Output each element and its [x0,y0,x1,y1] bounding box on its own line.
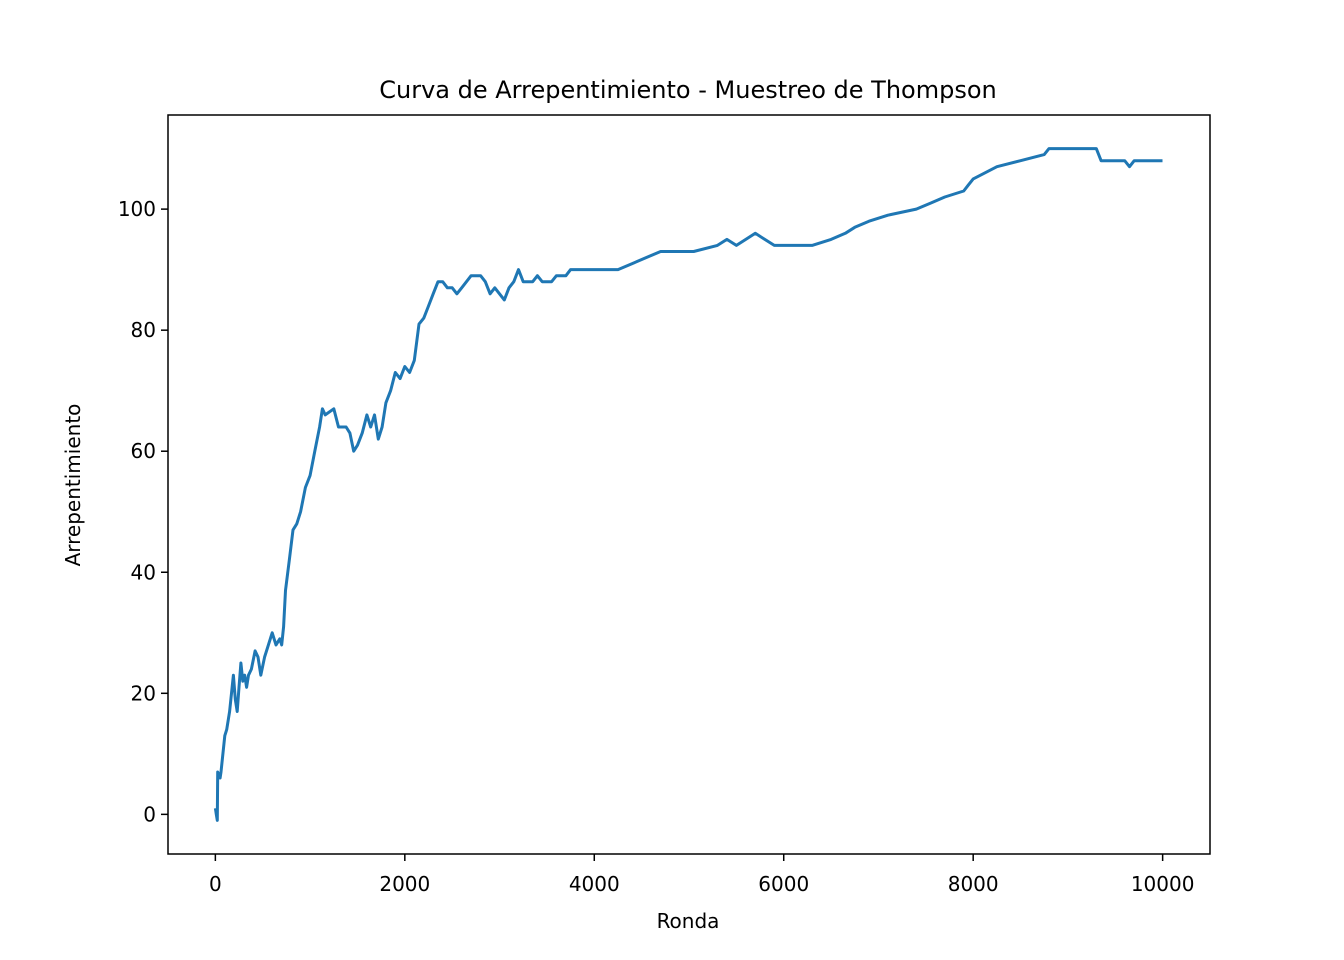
y-tick-label: 80 [131,318,156,342]
x-tick-label: 0 [209,872,222,896]
y-tick-label: 0 [143,802,156,826]
x-tick-label: 6000 [758,872,809,896]
x-tick-label: 4000 [569,872,620,896]
y-tick-label: 20 [131,681,156,705]
x-tick-label: 10000 [1131,872,1195,896]
x-axis-label: Ronda [657,909,720,933]
y-tick-label: 100 [118,197,156,221]
y-axis-label: Arrepentimiento [61,404,85,567]
y-tick-label: 60 [131,439,156,463]
chart-title: Curva de Arrepentimiento - Muestreo de T… [379,76,997,104]
y-tick-label: 40 [131,560,156,584]
data-line [213,147,1163,822]
x-tick-label: 2000 [379,872,430,896]
x-tick-label: 8000 [948,872,999,896]
plot-frame [167,114,1211,855]
